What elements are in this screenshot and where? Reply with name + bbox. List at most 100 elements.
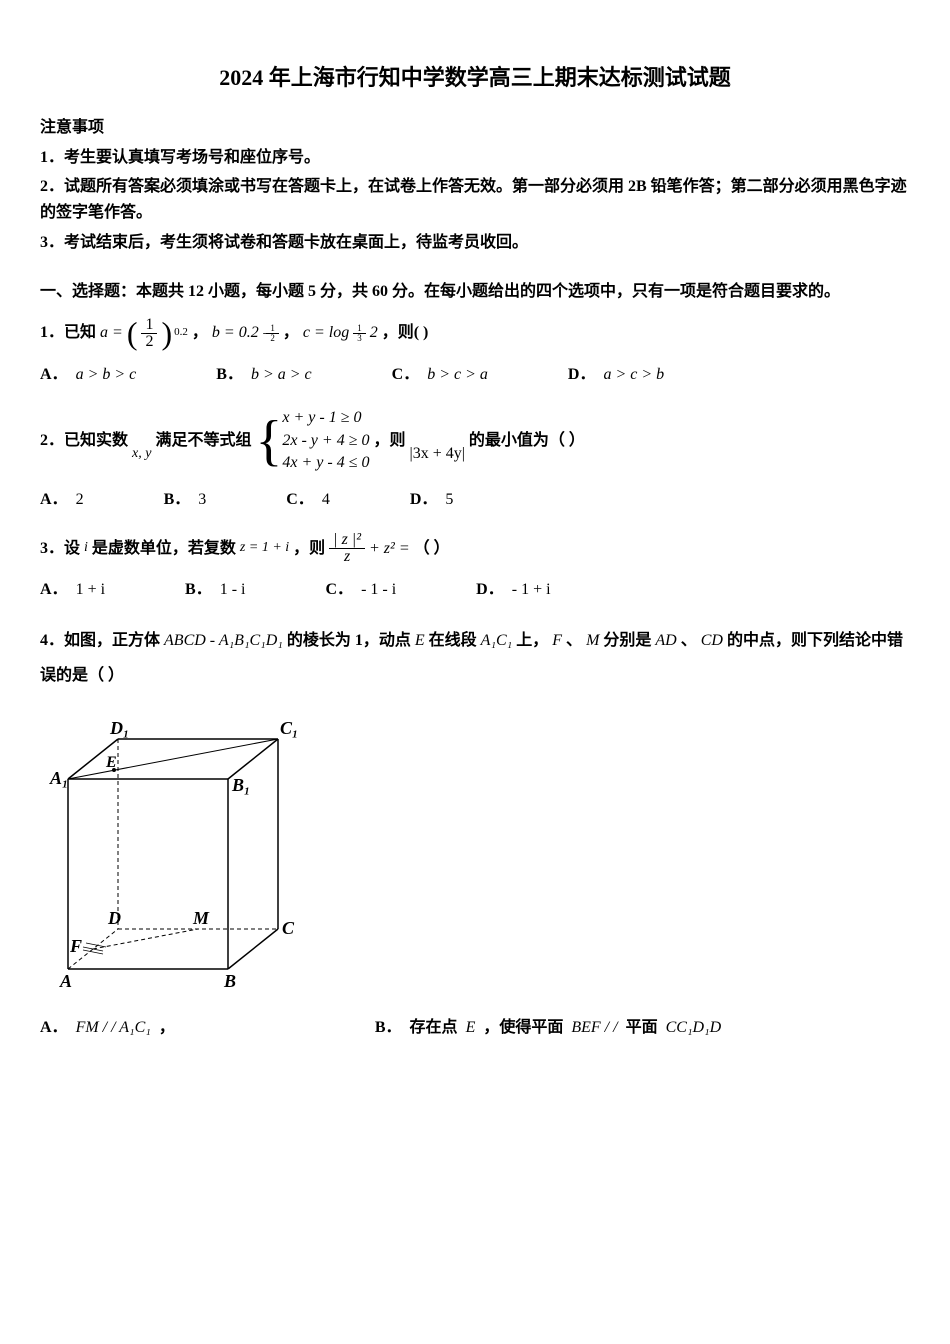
q3-optb-text: 1 - i [220,577,246,603]
q4-F: F [552,632,562,649]
question-3: 3．设 i 是虚数单位，若复数 z = 1 + i ，则 | z |² z + … [40,532,910,603]
q2-optd-text: 5 [445,487,453,513]
q4-mid4: 分别是 [603,632,651,649]
q4-option-b: B． 存在点 E ，使得平面 BEF / / 平面 CC₁D₁D [375,1015,721,1041]
cube-figure: D₁ C₁ A₁ B₁ E D M C F A B [48,709,910,999]
q2-xy: x, y [132,443,151,465]
q3-option-c: C． - 1 - i [326,577,397,603]
q2-options: A． 2 B． 3 C． 4 D． 5 [40,487,910,513]
q4-mid3: 上， [516,632,548,649]
q1-option-c: C． b > c > a [392,362,488,388]
q4-cube: ABCD - A₁B₁C₁D₁ [164,632,283,649]
q4-opta-pre: FM / / A₁C₁ [76,1015,151,1041]
q1-option-b: B． b > a > c [216,362,311,388]
q4-option-a: A． FM / / A₁C₁ ， [40,1015,175,1041]
q1-comma1: ， [192,320,208,346]
q3-opta-text: 1 + i [76,577,105,603]
notice-item-2: 2．试题所有答案必须填涂或书写在答题卡上，在试卷上作答无效。第一部分必须用 2B… [40,174,910,225]
option-label-b: B． [375,1015,402,1041]
q1-optd-text: a > c > b [603,362,664,388]
brace-icon: { [255,416,282,466]
q4-mid2: 在线段 [429,632,477,649]
svg-text:M: M [192,908,210,928]
q4-options-row1: A． FM / / A₁C₁ ， B． 存在点 E ，使得平面 BEF / / … [40,1015,910,1041]
notice-item-3: 3．考试结束后，考生须将试卷和答题卡放在桌面上，待监考员收回。 [40,230,910,256]
q1-frac: 1 2 [141,317,157,350]
q1-c-eq: c = log [303,320,349,346]
option-label-c: C． [326,577,354,603]
q3-options: A． 1 + i B． 1 - i C． - 1 - i D． - 1 + i [40,577,910,603]
option-label-b: B． [185,577,212,603]
q3-frac: | z |² z [329,532,365,565]
q3-option-b: B． 1 - i [185,577,245,603]
q3-frac-den: z [340,549,354,565]
q2-line1: x + y - 1 ≥ 0 [282,407,369,429]
q3-z-eq: z = 1 + i [240,537,289,559]
question-1: 1．已知 a = ( 1 2 ) 0.2 ， b = 0.2 -12 ， c =… [40,317,910,388]
q4-M: M [586,632,599,649]
q1-optb-text: b > a > c [251,362,312,388]
q4-A1C1: A₁C₁ [481,632,513,649]
q1-comma2: ， [283,320,299,346]
svg-text:F: F [69,936,82,956]
q1-a-eq: a = [100,320,123,346]
q1-optc-text: b > c > a [427,362,488,388]
q1-b-eq: b = 0.2 [212,320,259,346]
option-label-a: A． [40,1015,68,1041]
q2-option-c: C． 4 [286,487,330,513]
q4-mid1: 的棱长为 1，动点 [287,632,411,649]
q2-option-d: D． 5 [410,487,454,513]
q4-opta-suf: ， [159,1015,175,1041]
q4-dun2: 、 [681,632,697,649]
q4-prefix: 4．如图，正方体 [40,632,160,649]
q4-optb-E: E [466,1015,476,1041]
svg-text:B₁: B₁ [231,775,250,795]
q3-plus: + z² = [369,536,410,562]
notice-section: 注意事项 1．考生要认真填写考场号和座位序号。 2．试题所有答案必须填涂或书写在… [40,115,910,255]
q1-c-arg: 2 [370,320,378,346]
q3-frac-num: | z |² [329,532,365,549]
q2-line2: 2x - y + 4 ≥ 0 [282,430,369,452]
svg-text:A: A [59,971,72,991]
q4-AD: AD [655,632,676,649]
option-label-b: B． [216,362,243,388]
svg-text:D: D [107,908,121,928]
option-label-d: D． [476,577,504,603]
q3-i: i [84,537,88,559]
svg-text:B: B [223,971,236,991]
question-4: 4．如图，正方体 ABCD - A₁B₁C₁D₁ 的棱长为 1，动点 E 在线段… [40,623,910,1041]
q2-option-b: B． 3 [164,487,207,513]
option-label-d: D． [568,362,596,388]
q1-option-a: A． a > b > c [40,362,136,388]
svg-text:D₁: D₁ [109,718,129,738]
q1-opta-text: a > b > c [76,362,137,388]
q2-prefix: 2．已知实数 [40,428,128,454]
q1-b-exp: -12 [263,324,279,343]
q1-frac-num: 1 [141,317,157,334]
q2-line3: 4x + y - 4 ≤ 0 [282,452,369,474]
q2-expr: |3x + 4y| [409,441,464,467]
q2-optc-text: 4 [322,487,330,513]
question-2-text: 2．已知实数 x, y 满足不等式组 { x + y - 1 ≥ 0 2x - … [40,407,910,474]
q4-optb-plane: CC₁D₁D [666,1015,722,1041]
q3-suffix: （ ） [414,536,450,562]
svg-text:A₁: A₁ [49,768,68,788]
cube-svg: D₁ C₁ A₁ B₁ E D M C F A B [48,709,328,999]
q1-c-sub: 13 [353,324,366,343]
q3-option-a: A． 1 + i [40,577,105,603]
q1-frac-den: 2 [141,334,157,350]
q1-exp: 0.2 [174,324,188,342]
q4-CD: CD [701,632,723,649]
q4-dun: 、 [566,632,582,649]
option-label-c: C． [286,487,314,513]
q3-mid1: 是虚数单位，若复数 [92,536,236,562]
q3-optd-text: - 1 + i [512,577,551,603]
q3-option-d: D． - 1 + i [476,577,550,603]
option-label-c: C． [392,362,420,388]
section-1-header: 一、选择题：本题共 12 小题，每小题 5 分，共 60 分。在每小题给出的四个… [40,279,910,305]
option-label-a: A． [40,487,68,513]
q2-comma: ，则 [373,428,405,454]
option-label-b: B． [164,487,191,513]
q4-optb-mid2: 平面 [626,1015,658,1041]
option-label-a: A． [40,362,68,388]
